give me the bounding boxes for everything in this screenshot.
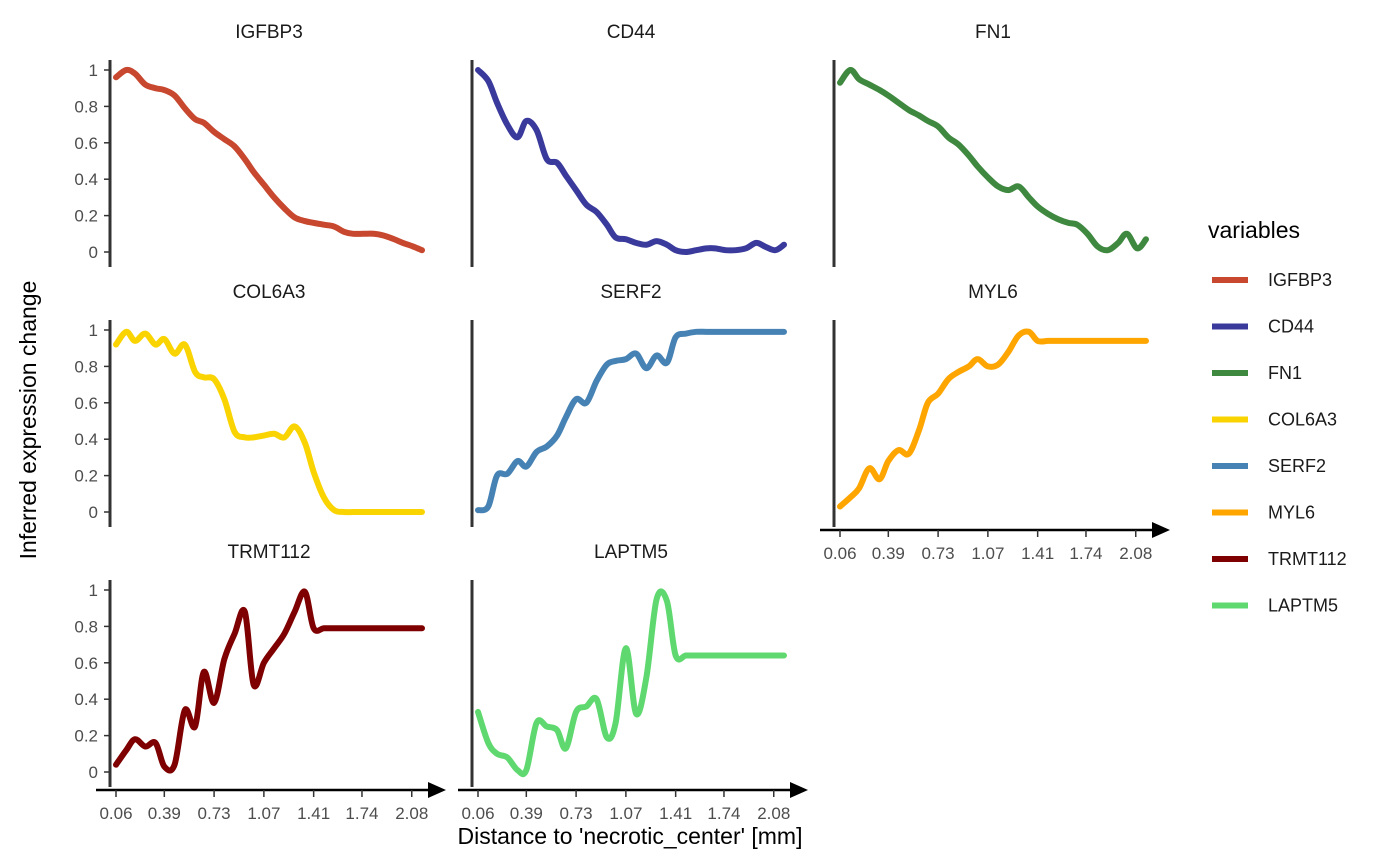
y-tick-label: 0.4 (74, 170, 98, 189)
x-axis-title: Distance to 'necrotic_center' [mm] (458, 823, 803, 849)
x-tick-label: 1.74 (1069, 544, 1102, 563)
facet-title: COL6A3 (233, 282, 306, 303)
x-tick-label: 0.73 (560, 804, 593, 823)
series-line-igfbp3 (113, 66, 425, 254)
series-line-fn1 (837, 67, 1149, 254)
x-tick-label: 0.06 (461, 804, 494, 823)
y-tick-label: 0.6 (74, 654, 98, 673)
facet-panel-trmt112: TRMT112 0 0.2 0.4 0.6 0.8 1 0.06 0.39 0.73 1.07 1.4… (74, 542, 446, 823)
legend-item-laptm5: LAPTM5 (1212, 596, 1338, 616)
y-tick-label: 0.4 (74, 690, 98, 709)
series-line-cd44 (475, 67, 787, 255)
x-tick-label: 2.08 (757, 804, 790, 823)
y-axis-title: Inferred expression change (15, 281, 41, 560)
legend-item-cd44: CD44 (1212, 317, 1314, 337)
facet-panel-laptm5: LAPTM5 0.06 0.39 0.73 1.07 1.41 1.74 2.08 (458, 542, 808, 823)
facet-panels: IGFBP3 0 0.2 0.4 0.6 0.8 1 CD44 FN1 COL6A3 0 0.2 0.4… (74, 22, 1170, 823)
series-line-laptm5 (475, 588, 787, 778)
legend-label: COL6A3 (1268, 410, 1337, 430)
x-tick-label: 0.39 (872, 544, 905, 563)
legend-label: CD44 (1268, 317, 1314, 337)
x-tick-label: 1.07 (247, 804, 280, 823)
y-tick-label: 1 (89, 321, 98, 340)
x-tick-label: 2.08 (1119, 544, 1152, 563)
x-tick-label: 0.73 (198, 804, 231, 823)
y-tick-label: 1 (89, 61, 98, 80)
facet-panel-col6a3: COL6A3 0 0.2 0.4 0.6 0.8 1 (74, 282, 425, 527)
legend-item-serf2: SERF2 (1212, 456, 1326, 476)
series-line-trmt112 (113, 588, 425, 774)
facet-title: TRMT112 (227, 542, 310, 563)
y-tick-label: 0 (89, 243, 98, 262)
legend-item-igfbp3: IGFBP3 (1212, 270, 1332, 290)
legend-title: variables (1208, 217, 1300, 243)
legend-label: IGFBP3 (1268, 270, 1332, 290)
legend-item-col6a3: COL6A3 (1212, 410, 1337, 430)
y-tick-label: 0 (89, 503, 98, 522)
facet-title: CD44 (607, 22, 656, 43)
facet-title: SERF2 (600, 282, 661, 303)
y-tick-label: 0.6 (74, 394, 98, 413)
facet-title: FN1 (975, 22, 1011, 43)
series-line-serf2 (475, 328, 787, 514)
y-tick-label: 0.4 (74, 430, 98, 449)
x-tick-label: 0.06 (823, 544, 856, 563)
x-tick-label: 1.74 (345, 804, 378, 823)
facet-title: IGFBP3 (235, 22, 303, 43)
y-tick-label: 0.8 (74, 357, 98, 376)
x-tick-label: 1.74 (707, 804, 740, 823)
y-tick-label: 0.6 (74, 134, 98, 153)
facet-title: MYL6 (968, 282, 1018, 303)
facet-panel-myl6: MYL6 0.06 0.39 0.73 1.07 1.41 1.74 2.08 (820, 282, 1170, 563)
legend-label: SERF2 (1268, 456, 1326, 476)
facet-panel-igfbp3: IGFBP3 0 0.2 0.4 0.6 0.8 1 (74, 22, 425, 267)
facet-panel-fn1: FN1 (832, 22, 1149, 267)
legend-label: MYL6 (1268, 503, 1315, 523)
legend-item-trmt112: TRMT112 (1212, 549, 1347, 569)
x-tick-label: 0.39 (148, 804, 181, 823)
y-tick-label: 0.2 (74, 207, 98, 226)
y-tick-label: 0.2 (74, 727, 98, 746)
x-tick-label: 1.41 (297, 804, 330, 823)
legend: variables IGFBP3 CD44 FN1 COL6A3 SERF2 MYL6 TRM… (1208, 217, 1347, 616)
x-axis-arrow (790, 782, 808, 798)
legend-item-myl6: MYL6 (1212, 503, 1315, 523)
series-line-myl6 (837, 328, 1149, 510)
legend-item-fn1: FN1 (1212, 363, 1302, 383)
x-tick-label: 1.07 (971, 544, 1004, 563)
y-tick-label: 1 (89, 581, 98, 600)
x-tick-label: 0.06 (99, 804, 132, 823)
legend-label: LAPTM5 (1268, 596, 1338, 616)
x-tick-label: 2.08 (395, 804, 428, 823)
y-tick-label: 0.8 (74, 97, 98, 116)
legend-label: FN1 (1268, 363, 1302, 383)
facet-panel-cd44: CD44 (470, 22, 787, 267)
y-tick-label: 0.8 (74, 617, 98, 636)
x-axis-arrow (1152, 522, 1170, 538)
x-tick-label: 1.07 (609, 804, 642, 823)
x-tick-label: 1.41 (1021, 544, 1054, 563)
y-tick-label: 0 (89, 763, 98, 782)
legend-label: TRMT112 (1268, 549, 1347, 569)
x-tick-label: 1.41 (659, 804, 692, 823)
x-axis-arrow (428, 782, 446, 798)
y-tick-label: 0.2 (74, 467, 98, 486)
x-tick-label: 0.73 (922, 544, 955, 563)
series-line-col6a3 (113, 328, 425, 516)
x-tick-label: 0.39 (510, 804, 543, 823)
facet-title: LAPTM5 (594, 542, 668, 563)
facet-panel-serf2: SERF2 (470, 282, 787, 527)
